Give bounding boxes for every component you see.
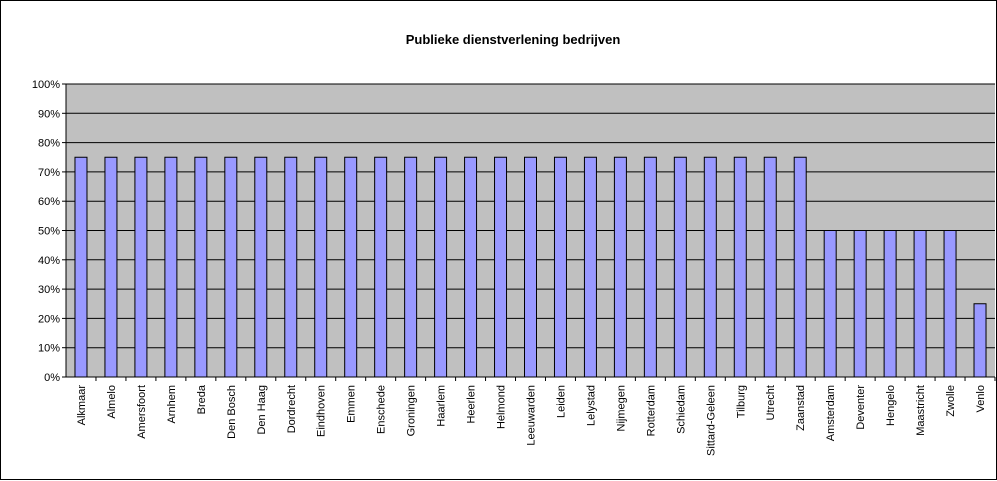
- x-tick-label: Leeuwarden: [526, 385, 538, 446]
- x-tick-label: Almelo: [106, 385, 118, 419]
- bar-haarlem: [434, 156, 448, 378]
- x-tick-label: Maastricht: [915, 385, 927, 436]
- x-tick-label: Amersfoort: [136, 385, 148, 439]
- x-tick-label: Alkmaar: [76, 385, 88, 426]
- x-tick-label: Tilburg: [735, 385, 747, 418]
- bar-den-bosch: [224, 156, 238, 378]
- bar-nijmegen: [613, 156, 627, 378]
- y-tick-label: 30%: [38, 284, 60, 296]
- x-tick-label: Venlo: [975, 385, 987, 413]
- x-tick-label: Heerlen: [466, 385, 478, 424]
- x-tick-label: Rotterdam: [645, 385, 657, 436]
- bar-amsterdam: [823, 230, 837, 378]
- bar-leeuwarden: [524, 156, 537, 378]
- bar-eindhoven: [314, 156, 328, 378]
- x-tick-label: Leiden: [555, 385, 567, 418]
- x-tick-label: Enschede: [376, 385, 388, 434]
- y-tick-label: 50%: [38, 226, 60, 238]
- bar-leiden: [553, 156, 567, 378]
- x-tick-label: Den Haag: [256, 385, 268, 435]
- y-tick-label: 100%: [32, 79, 60, 91]
- x-tick-label: Eindhoven: [316, 385, 328, 437]
- y-tick-label: 0%: [44, 372, 60, 384]
- bar-alkmaar: [74, 156, 88, 378]
- y-tick-label: 80%: [38, 138, 60, 150]
- x-tick-label: Nijmegen: [615, 385, 627, 431]
- y-tick-label: 10%: [38, 343, 60, 355]
- chart-title: Publieke dienstverlening bedrijven: [406, 32, 621, 47]
- bar-dordrecht: [284, 156, 298, 378]
- bar-hengelo: [883, 230, 897, 378]
- x-tick-label: Zaanstad: [795, 385, 807, 431]
- bar-utrecht: [763, 156, 777, 378]
- y-tick-label: 40%: [38, 255, 60, 267]
- x-tick-label: Haarlem: [436, 385, 448, 427]
- bar-maastricht: [913, 230, 927, 378]
- bar-venlo: [973, 303, 987, 378]
- x-tick-label: Zwolle: [945, 385, 957, 417]
- bar-zwolle: [943, 230, 957, 378]
- bar-rotterdam: [643, 156, 657, 378]
- x-tick-label: Dordrecht: [286, 385, 298, 433]
- x-tick-label: Lelystad: [585, 385, 597, 426]
- x-tick-label: Amsterdam: [825, 385, 837, 441]
- bar-arnhem: [164, 156, 178, 378]
- y-tick-label: 90%: [38, 108, 60, 120]
- x-tick-label: Hengelo: [885, 385, 897, 426]
- bar-den-haag: [254, 156, 268, 378]
- bar-zaanstad: [793, 156, 807, 378]
- bar-amersfoort: [134, 156, 148, 378]
- x-tick-label: Arnhem: [166, 385, 178, 424]
- x-tick-label: Schiedam: [675, 385, 687, 434]
- bar-lelystad: [583, 156, 597, 378]
- x-tick-label: Groningen: [406, 385, 418, 436]
- bar-schiedam: [673, 156, 687, 378]
- bar-tilburg: [733, 156, 747, 378]
- bar-groningen: [404, 156, 418, 378]
- plot-area: 0% 10% 20% 30% 40% 50% 60% 70% 80% 90% 100% Alkmaar…: [32, 79, 996, 456]
- x-tick-label: Helmond: [496, 385, 508, 429]
- bar-heerlen: [464, 156, 478, 378]
- bar-enschede: [374, 156, 388, 378]
- x-tick-label: Emmen: [346, 385, 358, 423]
- y-tick-label: 60%: [38, 196, 60, 208]
- bar-emmen: [344, 156, 358, 378]
- x-tick-label: Den Bosch: [226, 385, 238, 439]
- y-tick-label: 20%: [38, 313, 60, 325]
- bar-sittard-geleen: [703, 156, 717, 378]
- bar-helmond: [494, 156, 508, 378]
- x-tick-label: Breda: [196, 384, 208, 414]
- x-tick-label: Sittard-Geleen: [705, 385, 717, 456]
- y-tick-label: 70%: [38, 167, 60, 179]
- bar-almelo: [104, 156, 118, 378]
- bar-breda: [194, 156, 208, 378]
- x-tick-label: Utrecht: [765, 385, 777, 420]
- x-tick-label: Deventer: [855, 385, 867, 430]
- bar-deventer: [853, 230, 867, 378]
